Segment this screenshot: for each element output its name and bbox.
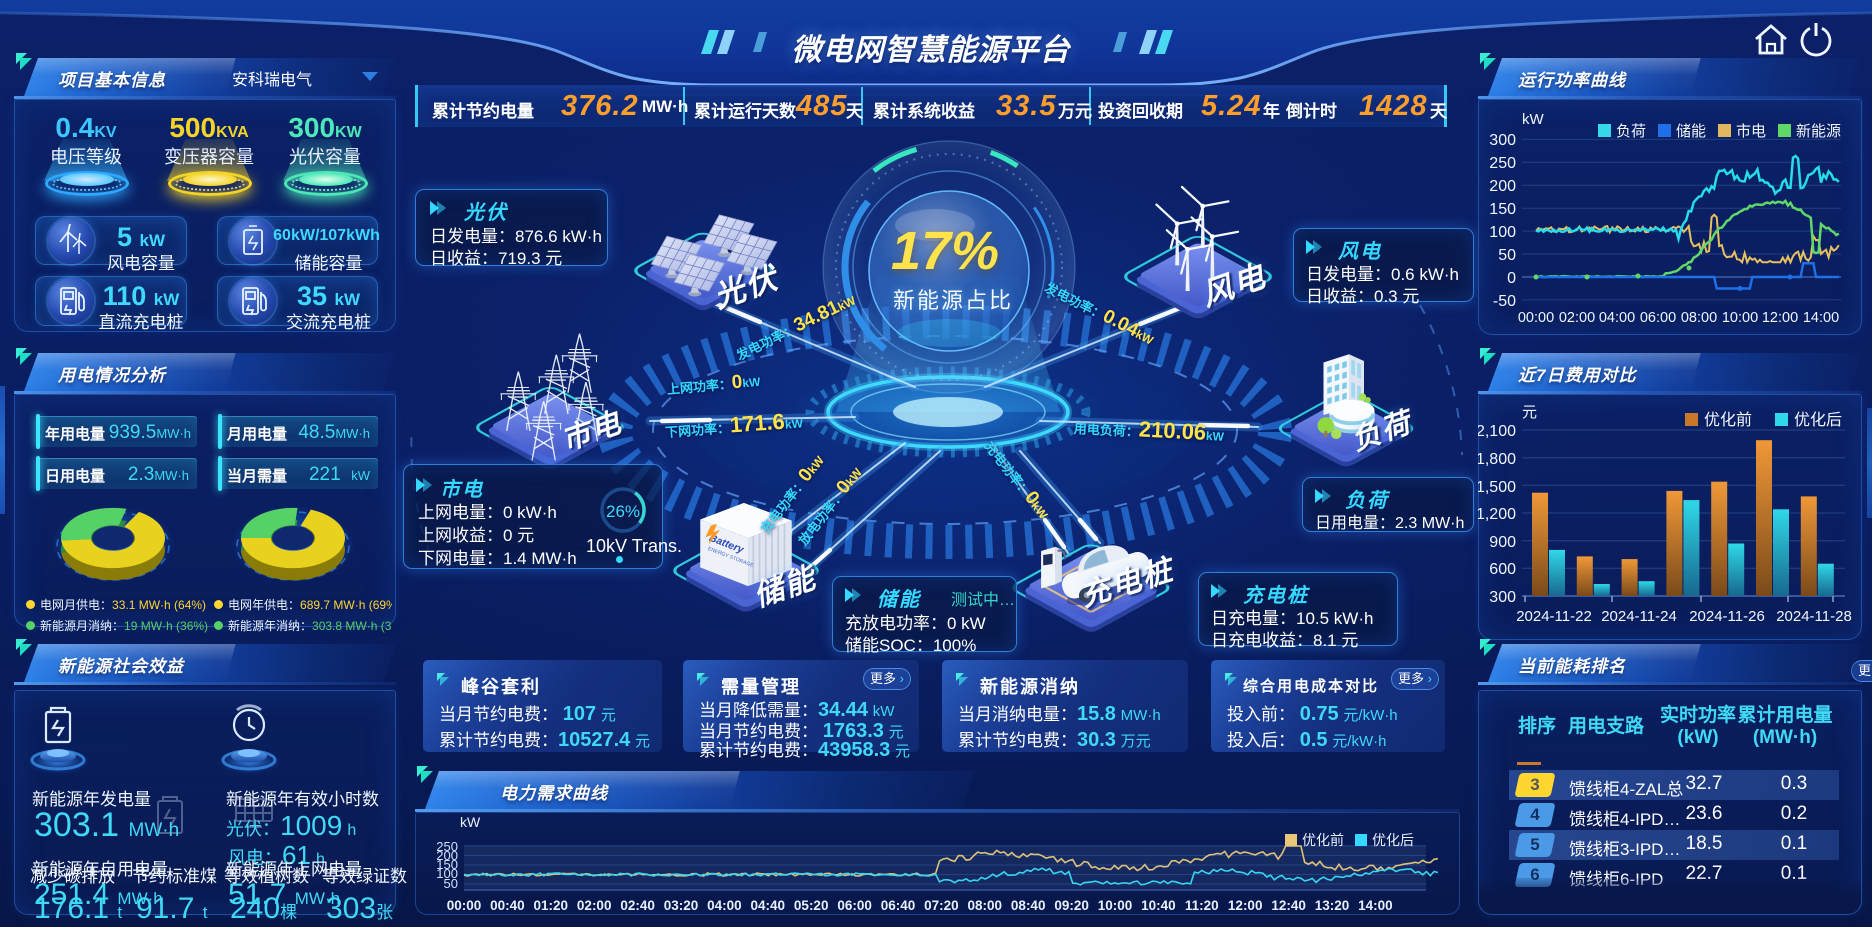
svg-text:150: 150 (436, 857, 458, 872)
svg-text:优化后: 优化后 (1372, 832, 1414, 848)
svg-text:06:40: 06:40 (881, 898, 916, 913)
svg-text:00:00: 00:00 (1518, 310, 1554, 326)
svg-text:元: 元 (1522, 404, 1537, 421)
svg-text:2024-11-22: 2024-11-22 (1516, 608, 1592, 625)
svg-text:02:40: 02:40 (620, 898, 655, 913)
svg-text:2024-11-28: 2024-11-28 (1776, 608, 1852, 625)
svg-text:10:00: 10:00 (1722, 310, 1758, 326)
svg-text:26%: 26% (606, 502, 640, 521)
svg-text:负荷: 负荷 (1616, 123, 1646, 140)
svg-text:储能: 储能 (1676, 123, 1706, 140)
svg-text:04:40: 04:40 (751, 898, 786, 913)
svg-text:1,800: 1,800 (1478, 451, 1516, 468)
svg-text:kW: kW (460, 814, 481, 830)
svg-text:100: 100 (1489, 224, 1516, 241)
svg-text:10:00: 10:00 (1098, 898, 1133, 913)
svg-text:市电: 市电 (1736, 123, 1766, 140)
svg-text:2024-11-26: 2024-11-26 (1689, 608, 1765, 625)
svg-text:50: 50 (1498, 247, 1516, 264)
svg-text:02:00: 02:00 (577, 898, 612, 913)
svg-text:05:20: 05:20 (794, 898, 829, 913)
svg-text:200: 200 (1489, 178, 1516, 195)
svg-text:09:20: 09:20 (1054, 898, 1089, 913)
svg-text:kW: kW (1522, 111, 1545, 128)
svg-text:12:00: 12:00 (1228, 898, 1263, 913)
svg-text:00:00: 00:00 (447, 898, 482, 913)
svg-text:06:00: 06:00 (1640, 310, 1676, 326)
svg-text:04:00: 04:00 (707, 898, 742, 913)
svg-text:0: 0 (1507, 270, 1516, 287)
svg-text:1,200: 1,200 (1478, 506, 1516, 523)
svg-text:50: 50 (444, 876, 458, 891)
svg-text:08:00: 08:00 (968, 898, 1003, 913)
svg-text:06:00: 06:00 (837, 898, 872, 913)
svg-text:04:00: 04:00 (1599, 310, 1635, 326)
svg-text:300: 300 (1489, 589, 1516, 606)
svg-text:08:40: 08:40 (1011, 898, 1046, 913)
svg-text:13:20: 13:20 (1315, 898, 1350, 913)
svg-text:-50: -50 (1493, 293, 1516, 310)
svg-text:200: 200 (436, 848, 458, 863)
svg-text:2,100: 2,100 (1478, 423, 1516, 440)
svg-text:600: 600 (1489, 561, 1516, 578)
svg-text:优化前: 优化前 (1704, 411, 1752, 429)
svg-text:01:20: 01:20 (534, 898, 569, 913)
svg-text:03:20: 03:20 (664, 898, 699, 913)
svg-text:优化后: 优化后 (1794, 411, 1842, 429)
svg-text:08:00: 08:00 (1681, 310, 1717, 326)
svg-text:250: 250 (436, 839, 458, 854)
svg-text:07:20: 07:20 (924, 898, 959, 913)
svg-text:优化前: 优化前 (1302, 832, 1344, 848)
svg-text:00:40: 00:40 (490, 898, 525, 913)
svg-text:12:00: 12:00 (1762, 310, 1798, 326)
svg-text:02:00: 02:00 (1559, 310, 1595, 326)
svg-text:14:00: 14:00 (1803, 310, 1839, 326)
svg-text:100: 100 (436, 866, 458, 881)
svg-text:250: 250 (1489, 155, 1516, 172)
svg-text:300: 300 (1489, 132, 1516, 149)
svg-text:900: 900 (1489, 534, 1516, 551)
svg-text:新能源: 新能源 (1796, 123, 1841, 140)
svg-text:2024-11-24: 2024-11-24 (1601, 608, 1677, 625)
svg-text:11:20: 11:20 (1185, 898, 1219, 913)
svg-text:10:40: 10:40 (1141, 898, 1176, 913)
svg-text:1,500: 1,500 (1478, 479, 1516, 496)
svg-text:150: 150 (1489, 201, 1516, 218)
svg-text:14:00: 14:00 (1358, 898, 1393, 913)
svg-text:12:40: 12:40 (1271, 898, 1306, 913)
